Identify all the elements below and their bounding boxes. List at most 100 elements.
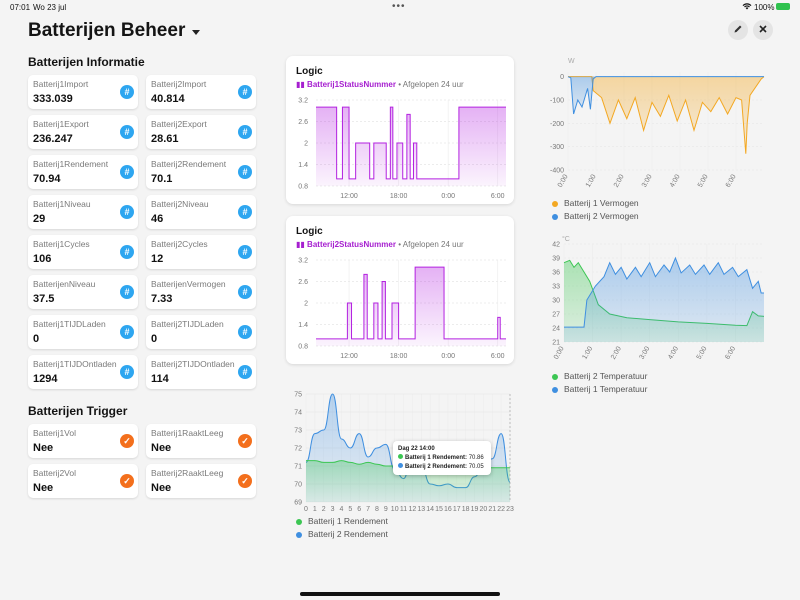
legend-temperatuur-2[interactable]: Batterij 1 Temperatuur: [552, 384, 647, 394]
multitask-dots-icon[interactable]: •••: [392, 1, 406, 12]
y-tick-label: 72: [294, 446, 302, 453]
dashboard-title-dropdown[interactable]: Batterijen Beheer: [28, 20, 201, 42]
bar-chart-icon: ▮▮: [296, 80, 305, 89]
tile-batterij2export[interactable]: Batterij2Export 28.61 #: [146, 115, 256, 149]
tile-label: Batterij2Rendement: [151, 159, 227, 169]
x-tick-label: 18:00: [390, 353, 408, 360]
legend-vermogen-1[interactable]: Batterij 1 Vermogen: [552, 198, 639, 208]
bar-chart-icon: ▮▮: [296, 240, 305, 249]
card-subtitle: ▮▮ Batterij2StatusNummer • Afgelopen 24 …: [296, 240, 464, 249]
series-area: [316, 267, 506, 346]
legend-dot: [296, 518, 302, 525]
hash-icon: #: [238, 325, 252, 339]
legend-temperatuur-1[interactable]: Batterij 2 Temperatuur: [552, 371, 647, 381]
tile-value: 29: [33, 213, 46, 225]
tile-label: Batterij2Import: [151, 79, 207, 89]
tile-label: Batterij1RaaktLeeg: [151, 428, 224, 438]
hash-icon: #: [238, 85, 252, 99]
x-tick-label: 11: [400, 506, 407, 513]
tile-label: Batterij2Niveau: [151, 199, 209, 209]
tile-batterij1tijdladen[interactable]: Batterij1TIJDLaden 0 #: [28, 315, 138, 349]
x-tick-label: 0:00: [553, 345, 566, 360]
tile-batterij1niveau[interactable]: Batterij1Niveau 29 #: [28, 195, 138, 229]
x-tick-label: 3:00: [641, 173, 654, 188]
hash-icon: #: [238, 165, 252, 179]
tile-batterij2vol[interactable]: Batterij2Vol Nee ✓: [28, 464, 138, 498]
y-tick-label: -200: [550, 121, 564, 128]
check-icon: ✓: [238, 474, 252, 488]
tile-batterijenvermogen[interactable]: BatterijenVermogen 7.33 #: [146, 275, 256, 309]
tooltip-row-2: Batterij 2 Rendement: 70.05: [398, 463, 486, 472]
hash-icon: #: [238, 125, 252, 139]
series-area: [568, 76, 764, 114]
tile-batterij2import[interactable]: Batterij2Import 40.814 #: [146, 75, 256, 109]
tile-label: Batterij1Export: [33, 119, 89, 129]
legend-dot: [552, 213, 558, 220]
tile-batterij1import[interactable]: Batterij1Import 333.039 #: [28, 75, 138, 109]
tile-value: 114: [151, 373, 169, 385]
tile-batterij2rendement[interactable]: Batterij2Rendement 70.1 #: [146, 155, 256, 189]
tile-batterij2tijdontladen[interactable]: Batterij2TIJDOntladen 114 #: [146, 355, 256, 389]
y-tick-label: 0: [560, 74, 564, 81]
legend-rendement-2[interactable]: Batterij 2 Rendement: [296, 529, 388, 539]
hash-icon: #: [238, 285, 252, 299]
tile-value: 0: [33, 333, 40, 345]
y-tick-label: 2.6: [298, 119, 308, 126]
tile-batterij2cycles[interactable]: Batterij2Cycles 12 #: [146, 235, 256, 269]
tile-value: 46: [151, 213, 164, 225]
logic-card-2[interactable]: Logic ▮▮ Batterij2StatusNummer • Afgelop…: [286, 216, 514, 364]
home-indicator[interactable]: [300, 592, 500, 596]
tile-batterij1vol[interactable]: Batterij1Vol Nee ✓: [28, 424, 138, 458]
legend-rendement-1[interactable]: Batterij 1 Rendement: [296, 516, 388, 526]
y-tick-label: 70: [294, 482, 302, 489]
tile-value: 0: [151, 333, 158, 345]
x-tick-label: 16: [444, 506, 452, 513]
hash-icon: #: [238, 245, 252, 259]
tile-batterij1raaktleeg[interactable]: Batterij1RaaktLeeg Nee ✓: [146, 424, 256, 458]
tile-batterijenniveau[interactable]: BatterijenNiveau 37.5 #: [28, 275, 138, 309]
battery-percentage: 100%: [754, 3, 775, 12]
y-tick-label: 71: [294, 464, 302, 471]
x-tick-label: 2:00: [610, 345, 623, 360]
tile-value: 28.61: [151, 133, 179, 145]
series-line: [568, 76, 765, 154]
tile-batterij2tijdladen[interactable]: Batterij2TIJDLaden 0 #: [146, 315, 256, 349]
page-title: Batterijen Beheer: [28, 20, 186, 41]
tooltip-label: Batterij 2 Rendement:: [405, 464, 468, 470]
x-tick-label: 6:00: [491, 193, 505, 200]
tile-batterij1export[interactable]: Batterij1Export 236.247 #: [28, 115, 138, 149]
check-icon: ✓: [238, 434, 252, 448]
legend-vermogen-2[interactable]: Batterij 2 Vermogen: [552, 211, 639, 221]
y-tick-label: 39: [552, 256, 560, 263]
status-time: 07:01: [10, 3, 31, 12]
tile-value: 70.94: [33, 173, 61, 185]
hash-icon: #: [120, 165, 134, 179]
x-tick-label: 3:00: [639, 345, 652, 360]
close-button[interactable]: [753, 20, 773, 40]
edit-button[interactable]: [728, 20, 748, 40]
logic-card-1[interactable]: Logic ▮▮ Batterij1StatusNummer • Afgelop…: [286, 56, 514, 204]
x-tick-label: 1:00: [581, 345, 594, 360]
hash-icon: #: [120, 245, 134, 259]
x-tick-label: 7: [366, 506, 370, 513]
entity-name[interactable]: Batterij1StatusNummer: [307, 80, 396, 89]
hash-icon: #: [120, 285, 134, 299]
x-tick-label: 0:00: [557, 173, 570, 188]
unit-label: °C: [562, 235, 570, 243]
legend-label: Batterij 1 Vermogen: [564, 198, 639, 208]
tile-batterij1rendement[interactable]: Batterij1Rendement 70.94 #: [28, 155, 138, 189]
status-bar: 07:01 Wo 23 jul ••• 100%: [0, 0, 800, 14]
tile-batterij2niveau[interactable]: Batterij2Niveau 46 #: [146, 195, 256, 229]
temperatuur-chart[interactable]: °C42 39 36 33 30 27 24 210:00 1:00 2:00 3:00 4:00 5:…: [532, 230, 772, 360]
entity-name[interactable]: Batterij2StatusNummer: [307, 240, 396, 249]
y-tick-label: 73: [294, 428, 302, 435]
hash-icon: #: [120, 325, 134, 339]
legend-label: Batterij 1 Temperatuur: [564, 384, 648, 394]
x-tick-label: 10: [391, 506, 399, 513]
logic-chart-2: 3.2 2.6 2 1.4 0.8 12:00 18:00 0:00 6:00: [298, 258, 506, 360]
tile-label: Batterij1TIJDOntladen: [33, 359, 117, 369]
tile-batterij1tijdontladen[interactable]: Batterij1TIJDOntladen 1294 #: [28, 355, 138, 389]
tile-batterij2raaktleeg[interactable]: Batterij2RaaktLeeg Nee ✓: [146, 464, 256, 498]
tile-batterij1cycles[interactable]: Batterij1Cycles 106 #: [28, 235, 138, 269]
